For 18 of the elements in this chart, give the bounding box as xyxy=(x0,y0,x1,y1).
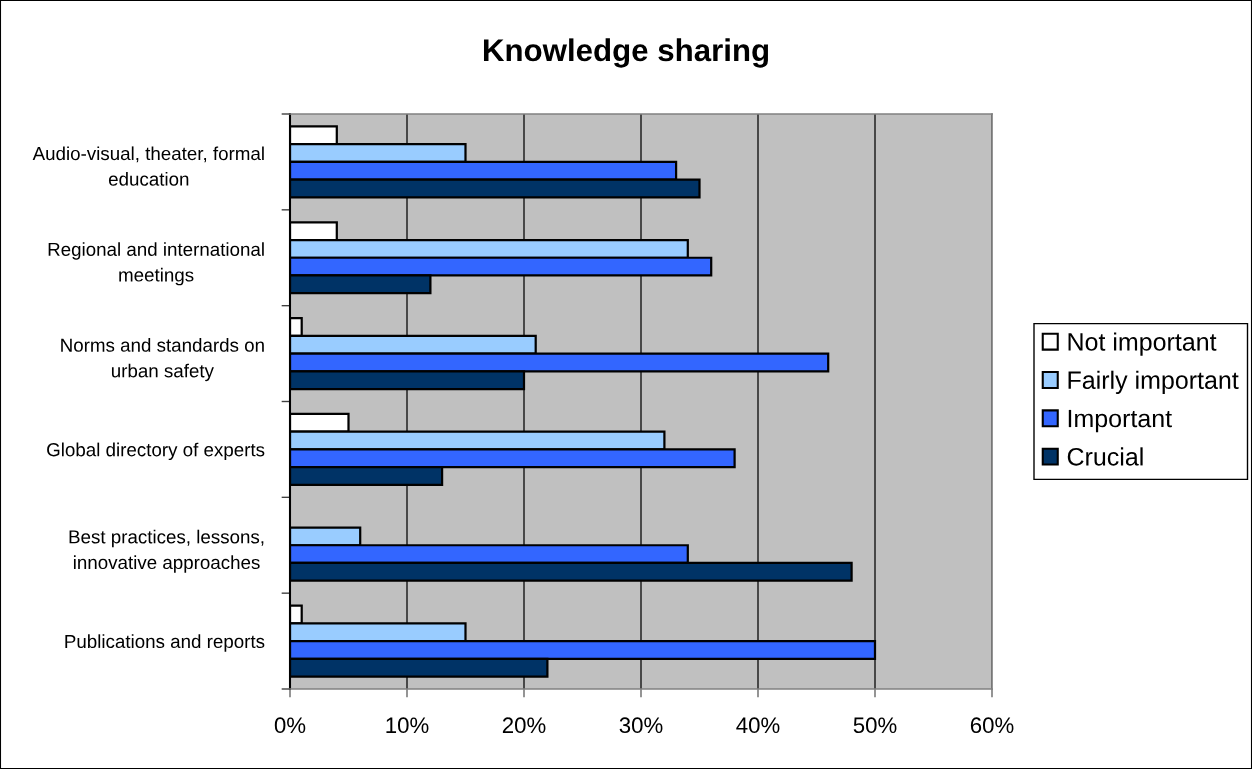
x-tick-label: 60% xyxy=(970,717,1014,734)
legend-label: Crucial xyxy=(1067,447,1143,466)
y-tick-label: Audio-visual, theater, formal education xyxy=(32,146,264,186)
chart-title: Knowledge sharing xyxy=(483,38,769,68)
x-tick-label: 20% xyxy=(502,717,546,734)
legend-label: Fairly important xyxy=(1068,370,1239,394)
y-tick-label: Norms and standards on urban safety xyxy=(61,338,264,382)
x-tick-label: 30% xyxy=(619,717,663,734)
legend-label: Not important xyxy=(1068,332,1217,356)
x-tick-label: 50% xyxy=(853,717,897,734)
x-tick-label: 0% xyxy=(274,717,306,734)
x-tick-label: 40% xyxy=(736,717,780,734)
x-tick-label: 10% xyxy=(386,717,429,734)
y-tick-label: Publications and reports xyxy=(65,634,265,652)
y-tick-label: Best practices, lessons, innovative approaches xyxy=(69,529,264,573)
legend-label: Important xyxy=(1068,409,1172,433)
y-tick-label: Regional and international meetings xyxy=(48,242,264,286)
y-tick-label: Global directory of experts xyxy=(47,442,265,461)
